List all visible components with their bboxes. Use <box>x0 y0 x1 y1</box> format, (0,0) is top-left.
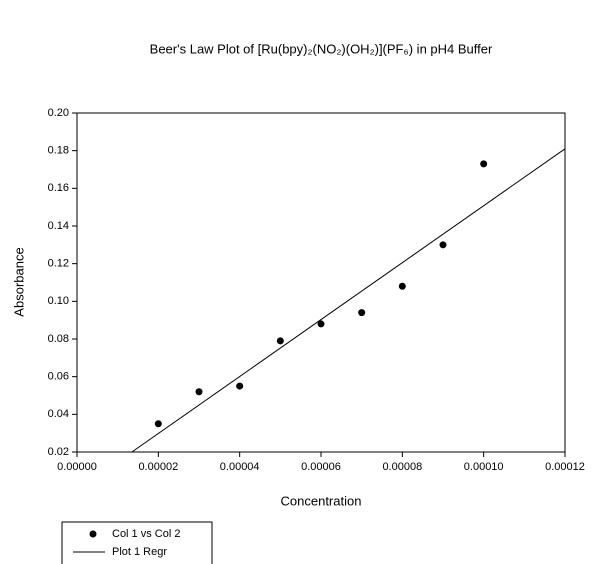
chart-title: Beer's Law Plot of [Ru(bpy)₂(NO₂)(OH₂)](… <box>150 41 493 56</box>
data-point <box>439 241 447 249</box>
y-axis-label: Absorbance <box>11 247 26 316</box>
y-tick-label: 0.10 <box>48 295 69 307</box>
legend-label: Plot 1 Regr <box>112 546 167 558</box>
x-axis-label: Concentration <box>281 493 362 508</box>
x-tick-label: 0.00010 <box>464 461 504 473</box>
y-tick-label: 0.04 <box>48 408 69 420</box>
x-tick-label: 0.00008 <box>382 461 422 473</box>
legend-box <box>61 521 213 564</box>
data-point <box>236 382 244 390</box>
data-point <box>317 320 325 328</box>
x-tick-label: 0.00012 <box>545 461 585 473</box>
legend-label: Col 1 vs Col 2 <box>112 528 180 540</box>
data-point <box>398 282 406 290</box>
x-tick-label: 0.00002 <box>138 461 178 473</box>
y-tick-label: 0.06 <box>48 371 69 383</box>
y-tick-label: 0.18 <box>48 145 69 157</box>
data-point <box>358 309 366 317</box>
x-tick-label: 0.00006 <box>301 461 341 473</box>
y-tick-label: 0.14 <box>48 220 69 232</box>
y-tick-label: 0.12 <box>48 258 69 270</box>
data-point <box>276 337 284 345</box>
data-point <box>195 388 203 396</box>
data-point <box>480 160 488 168</box>
data-point <box>154 420 162 428</box>
y-tick-label: 0.02 <box>48 446 69 458</box>
x-tick-label: 0.00000 <box>57 461 97 473</box>
plot-frame <box>76 112 566 453</box>
y-tick-label: 0.16 <box>48 182 69 194</box>
y-tick-label: 0.08 <box>48 333 69 345</box>
y-tick-label: 0.20 <box>48 107 69 119</box>
regression-line <box>131 148 566 453</box>
x-tick-label: 0.00004 <box>220 461 260 473</box>
legend-marker <box>89 530 97 538</box>
